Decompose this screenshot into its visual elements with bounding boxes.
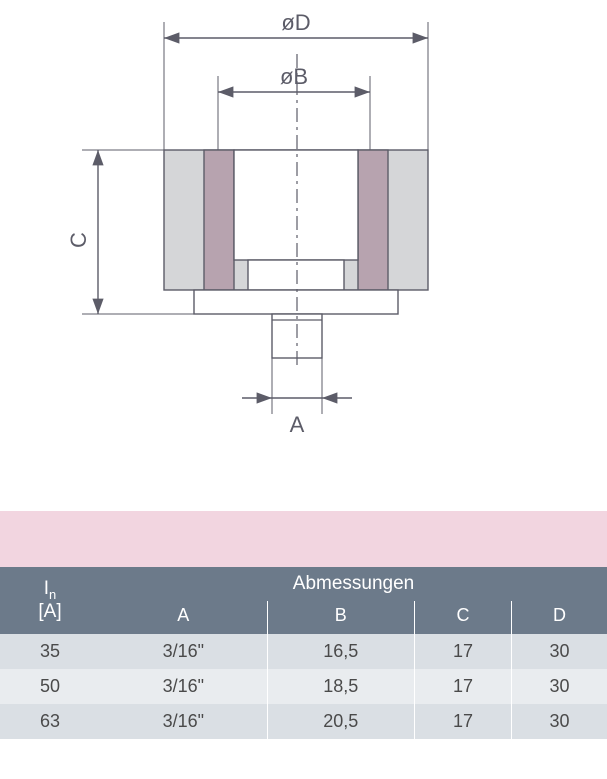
cell-in: 50 [0, 669, 100, 704]
dimension-diagram: øD øB C A [0, 0, 607, 480]
cell-A: 3/16" [100, 669, 267, 704]
col-head-D: D [512, 601, 607, 634]
col-head-B: B [267, 601, 414, 634]
label-C: C [66, 232, 91, 248]
label-D: øD [281, 10, 310, 35]
cell-in: 63 [0, 704, 100, 739]
in-unit: [A] [38, 601, 61, 622]
table-row: 50 3/16" 18,5 17 30 [0, 669, 607, 704]
pink-band [0, 511, 607, 567]
dimensions-table-area: In [A] Abmessungen A B C D 35 3/16" 16,5… [0, 511, 607, 739]
cell-B: 18,5 [267, 669, 414, 704]
cell-A: 3/16" [100, 634, 267, 669]
cell-B: 20,5 [267, 704, 414, 739]
label-A: A [290, 412, 305, 437]
cell-in: 35 [0, 634, 100, 669]
diagram-svg: øD øB C A [0, 0, 607, 480]
label-B: øB [280, 64, 308, 89]
cell-D: 30 [512, 669, 607, 704]
table-row: 35 3/16" 16,5 17 30 [0, 634, 607, 669]
col-head-in: In [A] [0, 567, 100, 634]
table-row: 63 3/16" 20,5 17 30 [0, 704, 607, 739]
col-head-C: C [414, 601, 511, 634]
cell-C: 17 [414, 669, 511, 704]
col-head-A: A [100, 601, 267, 634]
cell-A: 3/16" [100, 704, 267, 739]
cell-D: 30 [512, 634, 607, 669]
in-label-sub: n [49, 586, 56, 601]
cell-C: 17 [414, 704, 511, 739]
col-head-group: Abmessungen [100, 567, 607, 601]
cell-B: 16,5 [267, 634, 414, 669]
dimensions-table: In [A] Abmessungen A B C D 35 3/16" 16,5… [0, 567, 607, 739]
cell-C: 17 [414, 634, 511, 669]
cell-D: 30 [512, 704, 607, 739]
